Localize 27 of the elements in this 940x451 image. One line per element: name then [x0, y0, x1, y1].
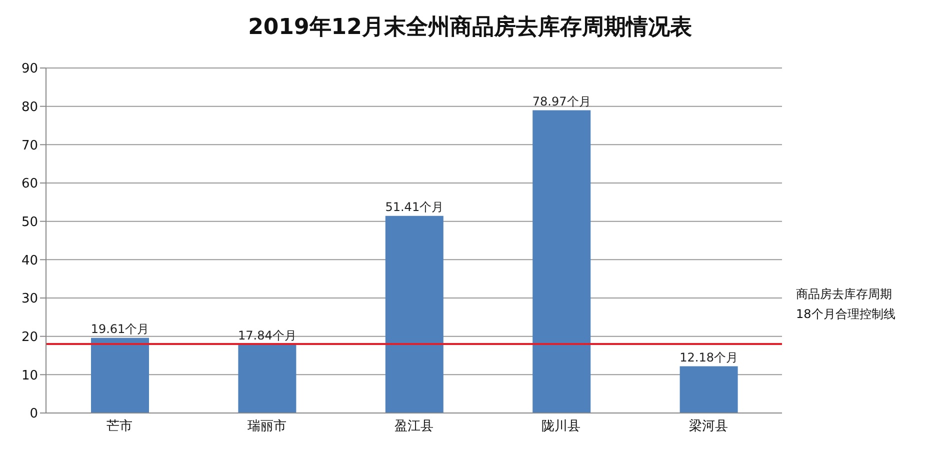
- bar: [91, 338, 149, 413]
- y-tick-label: 50: [21, 214, 38, 230]
- bar: [532, 110, 591, 413]
- data-label: 51.41个月: [385, 200, 444, 214]
- y-tick-label: 30: [21, 292, 38, 307]
- y-tick-label: 80: [21, 100, 38, 115]
- y-tick-label: 20: [21, 330, 38, 345]
- bar: [680, 366, 738, 413]
- x-tick-label: 芒市: [106, 419, 133, 434]
- chart-title: 2019年12月末全州商品房去库存周期情况表: [247, 14, 693, 42]
- data-label: 12.18个月: [680, 350, 738, 364]
- ref-line-label: 商品房去库存周期 18个月合理控制线: [796, 287, 896, 321]
- y-tick-label: 40: [21, 253, 38, 268]
- y-tick-label: 70: [21, 138, 38, 154]
- y-tick-label: 60: [21, 176, 38, 192]
- data-label: 17.84个月: [238, 328, 296, 343]
- y-tick-label: 90: [21, 62, 38, 77]
- y-tick-label: 10: [21, 368, 38, 384]
- data-label: 78.97个月: [532, 94, 591, 108]
- bar: [238, 344, 296, 413]
- x-tick-label: 盈江县: [394, 419, 434, 434]
- data-label: 19.61个月: [90, 322, 150, 336]
- x-tick-label: 梁河县: [688, 418, 728, 434]
- x-tick-label: 瑞丽市: [247, 419, 286, 434]
- y-tick-label: 0: [30, 406, 38, 422]
- bar: [385, 216, 444, 413]
- x-tick-label: 陇川县: [542, 419, 581, 434]
